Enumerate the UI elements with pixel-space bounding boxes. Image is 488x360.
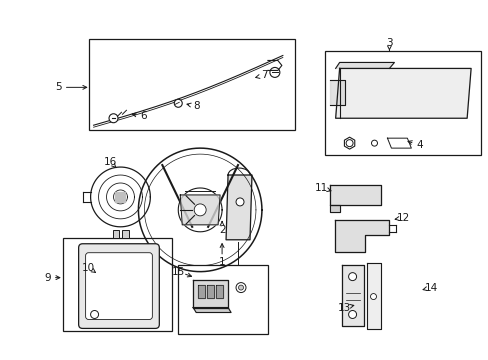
Bar (324, 50, 480, 155)
Bar (178, 265, 267, 334)
Polygon shape (366, 263, 381, 329)
Polygon shape (334, 220, 388, 252)
Text: 7: 7 (260, 71, 266, 80)
Text: 4: 4 (415, 140, 422, 150)
Bar (62, 238, 172, 332)
Text: 5: 5 (55, 82, 62, 93)
Bar (88, 39, 294, 130)
Text: 9: 9 (44, 273, 51, 283)
Circle shape (109, 114, 118, 123)
Circle shape (346, 140, 352, 147)
FancyBboxPatch shape (79, 244, 159, 328)
Circle shape (238, 285, 243, 290)
Text: 10: 10 (82, 263, 95, 273)
Circle shape (370, 293, 376, 300)
Text: 15: 15 (171, 267, 184, 276)
Text: 8: 8 (192, 101, 199, 111)
Text: 16: 16 (103, 157, 117, 167)
Bar (112, 230, 119, 238)
Circle shape (194, 204, 206, 216)
Polygon shape (335, 68, 470, 118)
Polygon shape (207, 285, 214, 298)
Circle shape (269, 67, 279, 77)
FancyBboxPatch shape (85, 253, 152, 319)
Polygon shape (115, 192, 125, 202)
Polygon shape (180, 195, 220, 225)
Polygon shape (198, 285, 205, 298)
Circle shape (90, 310, 99, 319)
Polygon shape (193, 307, 230, 312)
Text: 13: 13 (337, 302, 350, 312)
Circle shape (236, 198, 244, 206)
Circle shape (174, 99, 182, 107)
Text: 12: 12 (396, 213, 409, 223)
Polygon shape (341, 265, 363, 327)
Text: 14: 14 (424, 283, 437, 293)
Text: 3: 3 (386, 37, 392, 48)
Polygon shape (329, 80, 344, 105)
Text: 1: 1 (218, 257, 225, 267)
Circle shape (348, 310, 356, 319)
Polygon shape (225, 175, 251, 240)
Text: 2: 2 (218, 225, 225, 235)
Circle shape (371, 140, 377, 146)
Text: 6: 6 (140, 111, 146, 121)
Text: 11: 11 (314, 183, 327, 193)
Bar (122, 230, 129, 238)
Circle shape (348, 273, 356, 280)
Polygon shape (335, 62, 394, 68)
Polygon shape (329, 185, 381, 205)
Circle shape (236, 283, 245, 293)
Polygon shape (193, 280, 227, 307)
Polygon shape (216, 285, 223, 298)
Polygon shape (329, 205, 339, 212)
